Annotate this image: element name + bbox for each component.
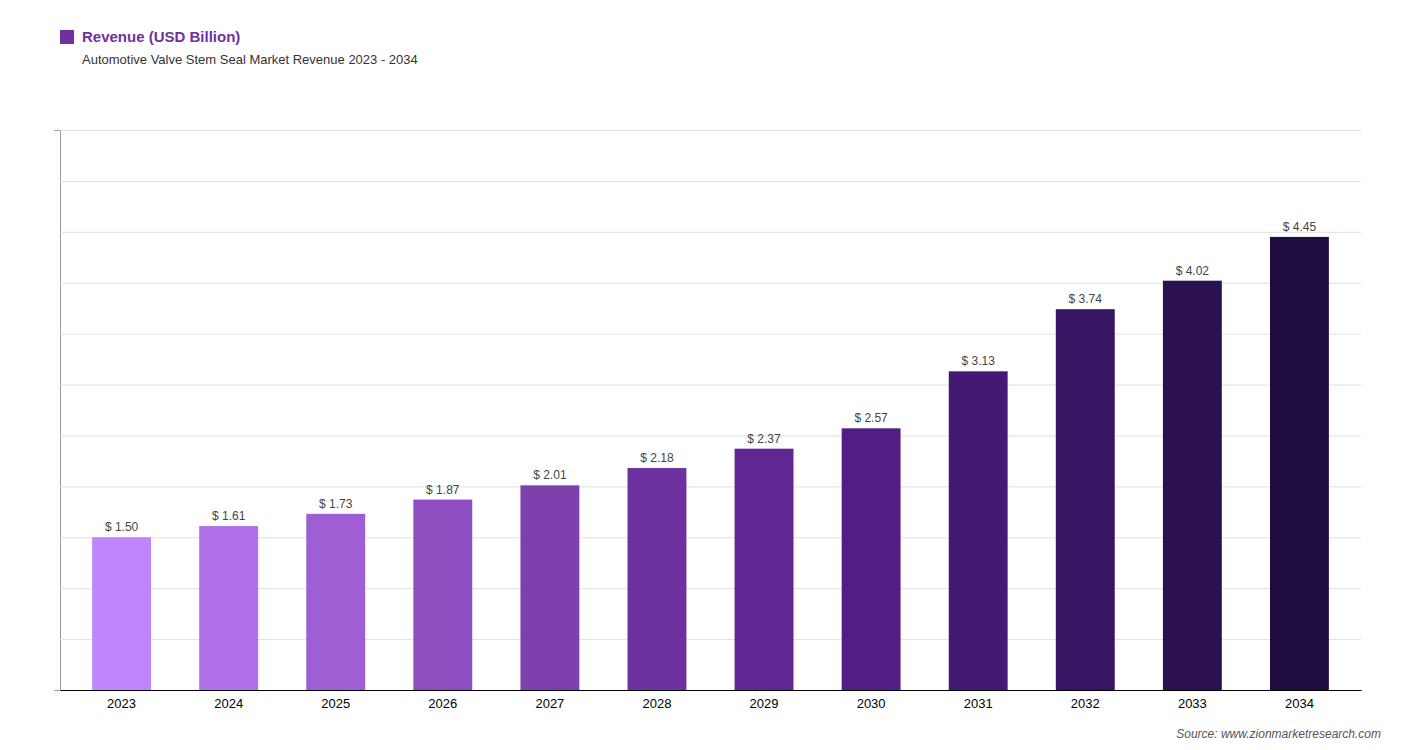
x-tick: 2033: [1178, 696, 1207, 711]
x-axis: 2023 2024 2025 2026 2027 2028 2029 2030 2031 2032…: [61, 691, 1362, 712]
x-tick-label: 2032: [1071, 696, 1100, 711]
x-tick-label: 2031: [964, 696, 993, 711]
x-tick-label: 2024: [214, 696, 243, 711]
x-tick: 2032: [1071, 696, 1100, 711]
subtitle: Automotive Valve Stem Seal Market Revenu…: [82, 52, 418, 67]
bar: [520, 485, 579, 690]
x-tick-label: 2029: [750, 696, 779, 711]
x-tick: 2030: [857, 696, 886, 711]
x-tick-label: 2026: [428, 696, 457, 711]
bars: [92, 237, 1329, 690]
y-axis: [54, 131, 1361, 691]
x-tick: 2026: [428, 696, 457, 711]
y-tick: [60, 690, 1361, 691]
data-label: $ 1.50: [105, 520, 139, 534]
y-tick: [60, 181, 1361, 182]
x-tick-label: 2030: [857, 696, 886, 711]
x-tick: 2028: [642, 696, 671, 711]
x-tick-label: 2034: [1285, 696, 1314, 711]
x-tick: 2024: [214, 696, 243, 711]
grid-line: [60, 232, 1361, 233]
data-label: $ 4.45: [1283, 220, 1317, 234]
x-axis-line: [61, 690, 1362, 691]
x-tick: 2023: [107, 696, 136, 711]
legend-item: Revenue (USD Billion): [60, 28, 240, 45]
grid-line: [60, 181, 1361, 182]
bar: [1056, 309, 1115, 690]
bar: [306, 514, 365, 690]
bar: [735, 449, 794, 690]
data-label: $ 1.87: [426, 483, 460, 497]
legend-swatch: [60, 30, 74, 44]
x-tick: 2029: [750, 696, 779, 711]
x-tick-label: 2027: [535, 696, 564, 711]
data-label: $ 3.74: [1069, 292, 1103, 306]
x-tick-label: 2025: [321, 696, 350, 711]
grid-line: [60, 130, 1361, 131]
data-label: $ 1.61: [212, 509, 246, 523]
x-tick-label: 2023: [107, 696, 136, 711]
chart: 2023 2024 2025 2026 2027 2028 2029 2030 2031 2032…: [0, 0, 1401, 750]
bar: [1270, 237, 1329, 690]
x-tick-label: 2028: [642, 696, 671, 711]
bar: [92, 537, 151, 690]
annotation: Source: www.zionmarketresearch.com: [1176, 727, 1381, 741]
x-tick: 2025: [321, 696, 350, 711]
data-label: $ 2.01: [533, 468, 567, 482]
data-label: $ 2.57: [854, 411, 888, 425]
x-tick: 2034: [1285, 696, 1314, 711]
bar: [949, 371, 1008, 690]
data-label: $ 3.13: [962, 354, 996, 368]
bar: [1163, 281, 1222, 690]
y-tick: [60, 130, 1361, 131]
x-tick: 2031: [964, 696, 993, 711]
bar: [628, 468, 687, 690]
grid-line: [60, 690, 1361, 691]
legend-label: Revenue (USD Billion): [82, 28, 240, 45]
data-label: $ 2.18: [640, 451, 674, 465]
x-tick-label: 2033: [1178, 696, 1207, 711]
data-label: $ 4.02: [1176, 264, 1210, 278]
plot: 2023 2024 2025 2026 2027 2028 2029 2030 2031 2032…: [54, 131, 1362, 712]
x-tick: 2027: [535, 696, 564, 711]
y-tick: [60, 232, 1361, 233]
bar: [413, 500, 472, 690]
data-label: $ 2.37: [747, 432, 781, 446]
y-axis-line: [54, 131, 61, 691]
legend: Revenue (USD Billion) Automotive Valve St…: [60, 28, 418, 67]
bar: [199, 526, 258, 690]
bar: [842, 428, 901, 690]
data-labels: $ 1.50 $ 1.61 $ 1.73 $ 1.87 $ 2.01 $ 2.18 $ 2.…: [105, 220, 1317, 534]
data-label: $ 1.73: [319, 497, 353, 511]
